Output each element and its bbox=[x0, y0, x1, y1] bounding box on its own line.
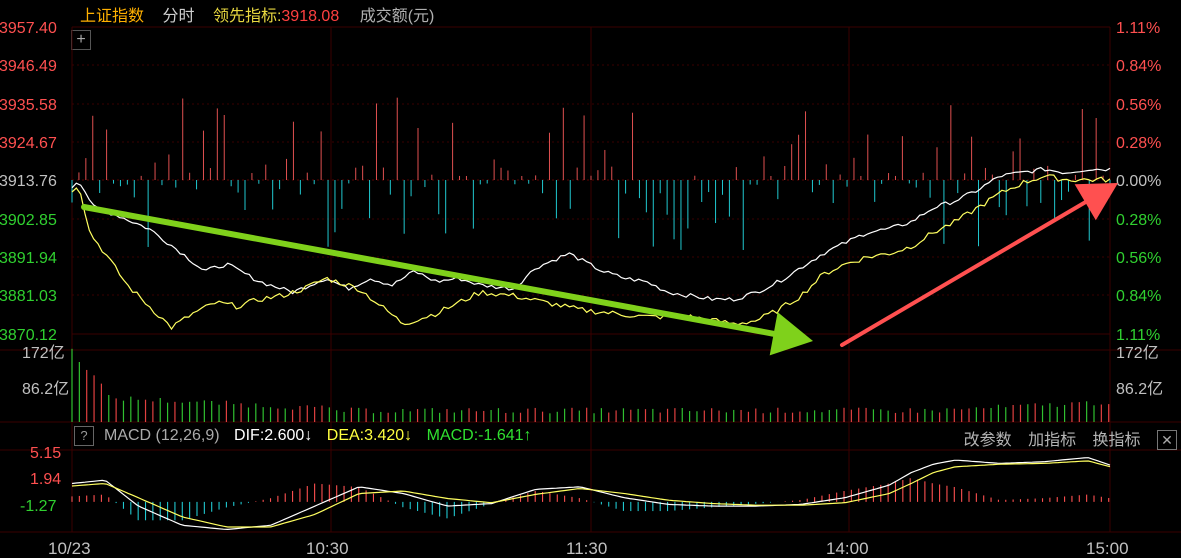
downtrend-arrow-head bbox=[769, 312, 813, 356]
percent-tick-label: 1.11% bbox=[1116, 327, 1160, 344]
price-tick-label: 3870.12 bbox=[0, 327, 57, 344]
macd-label: MACD:-1.641 bbox=[426, 427, 524, 444]
dif-label: DIF:2.600 bbox=[234, 427, 305, 444]
percent-tick-label: 0.28% bbox=[1116, 135, 1161, 152]
dea-arrow: ↓ bbox=[404, 427, 413, 444]
add-indicator-button[interactable]: 加指标 bbox=[1028, 432, 1077, 449]
dea-label: DEA:3.420 bbox=[326, 427, 405, 444]
edit-params-button[interactable]: 改参数 bbox=[963, 432, 1012, 449]
price-tick-label: 3902.85 bbox=[0, 212, 57, 229]
price-tick-label: 3924.67 bbox=[0, 135, 57, 152]
dif-arrow: ↓ bbox=[304, 427, 313, 444]
percent-tick-label: 0.84% bbox=[1116, 58, 1161, 75]
time-axis: 10/23 10:30 11:30 14:00 15:00 bbox=[48, 539, 1129, 558]
leading-indicator: 领先指标:3918.08 bbox=[213, 8, 339, 25]
tick-volume-bars bbox=[71, 97, 1111, 250]
price-line bbox=[71, 166, 1111, 302]
macd-panel: 5.15 1.94 -1.27 bbox=[20, 445, 1111, 531]
chart-header: 上证指数 分时 领先指标:3918.08 成交额(元) bbox=[80, 2, 448, 26]
volume-tick-label: 172亿 bbox=[22, 344, 65, 362]
dea-value: DEA:3.420↓ bbox=[327, 427, 412, 444]
grid bbox=[0, 26, 1181, 533]
macd-value: MACD:-1.641↑ bbox=[427, 427, 532, 444]
macd-tick-label: 5.15 bbox=[30, 445, 61, 462]
percent-tick-label: 0.56% bbox=[1116, 250, 1161, 267]
time-tick-label: 10/23 bbox=[48, 539, 91, 558]
percent-tick-label: 0.84% bbox=[1116, 288, 1161, 305]
macd-toolbar: 改参数 加指标 换指标 ✕ bbox=[952, 426, 1177, 450]
price-tick-label: 3957.40 bbox=[0, 20, 57, 37]
price-tick-label: 3946.49 bbox=[0, 58, 57, 75]
annotation-arrows bbox=[81, 183, 1118, 356]
volume-panel: 172亿 172亿 86.2亿 86.2亿 bbox=[22, 344, 1163, 422]
percent-axis-right: 1.11% 0.84% 0.56% 0.28% 0.00% 0.28% 0.56% 0.84%… bbox=[1116, 20, 1161, 344]
price-tick-label: 3913.76 bbox=[0, 173, 57, 190]
macd-header: ? MACD (12,26,9) DIF:2.600↓ DEA:3.420↓ MA… bbox=[74, 426, 542, 446]
percent-tick-label: 0.00% bbox=[1116, 173, 1161, 190]
help-button[interactable]: ? bbox=[74, 426, 94, 446]
downtrend-arrow-shaft bbox=[81, 204, 777, 337]
time-tick-label: 15:00 bbox=[1086, 539, 1129, 558]
price-tick-label: 3881.03 bbox=[0, 288, 57, 305]
price-tick-label: 3891.94 bbox=[0, 250, 57, 267]
switch-indicator-button[interactable]: 换指标 bbox=[1092, 432, 1141, 449]
percent-tick-label: 1.11% bbox=[1116, 20, 1160, 37]
macd-tick-label: -1.27 bbox=[20, 498, 57, 515]
macd-arrow: ↑ bbox=[523, 427, 532, 444]
time-tick-label: 10:30 bbox=[306, 539, 349, 558]
percent-tick-label: 0.28% bbox=[1116, 212, 1161, 229]
price-lines bbox=[71, 166, 1111, 331]
price-tick-label: 3935.58 bbox=[0, 97, 57, 114]
index-name[interactable]: 上证指数 bbox=[80, 8, 145, 25]
time-tick-label: 11:30 bbox=[566, 539, 607, 558]
avg-line bbox=[71, 174, 1111, 331]
macd-tick-label: 1.94 bbox=[30, 471, 61, 488]
macd-title[interactable]: MACD (12,26,9) bbox=[104, 427, 220, 444]
leading-indicator-value: 3918.08 bbox=[281, 8, 340, 25]
leading-indicator-label: 领先指标: bbox=[212, 8, 282, 25]
percent-tick-label: 0.56% bbox=[1116, 97, 1161, 114]
close-icon[interactable]: ✕ bbox=[1157, 430, 1177, 450]
uptrend-arrow-shaft bbox=[840, 200, 1088, 347]
dif-value: DIF:2.600↓ bbox=[234, 427, 312, 444]
volume-tick-label-right: 86.2亿 bbox=[1116, 380, 1163, 398]
volume-tick-label: 86.2亿 bbox=[22, 380, 69, 398]
volume-tick-label-right: 172亿 bbox=[1116, 344, 1159, 362]
period-label[interactable]: 分时 bbox=[162, 8, 195, 25]
dea-line bbox=[71, 460, 1111, 528]
time-tick-label: 14:00 bbox=[826, 539, 869, 558]
uptrend-arrow-head bbox=[1074, 183, 1118, 221]
price-axis-left: 3957.40 3946.49 3935.58 3924.67 3913.76 3902.… bbox=[0, 20, 57, 344]
volume-unit-label: 成交额(元) bbox=[359, 8, 435, 25]
